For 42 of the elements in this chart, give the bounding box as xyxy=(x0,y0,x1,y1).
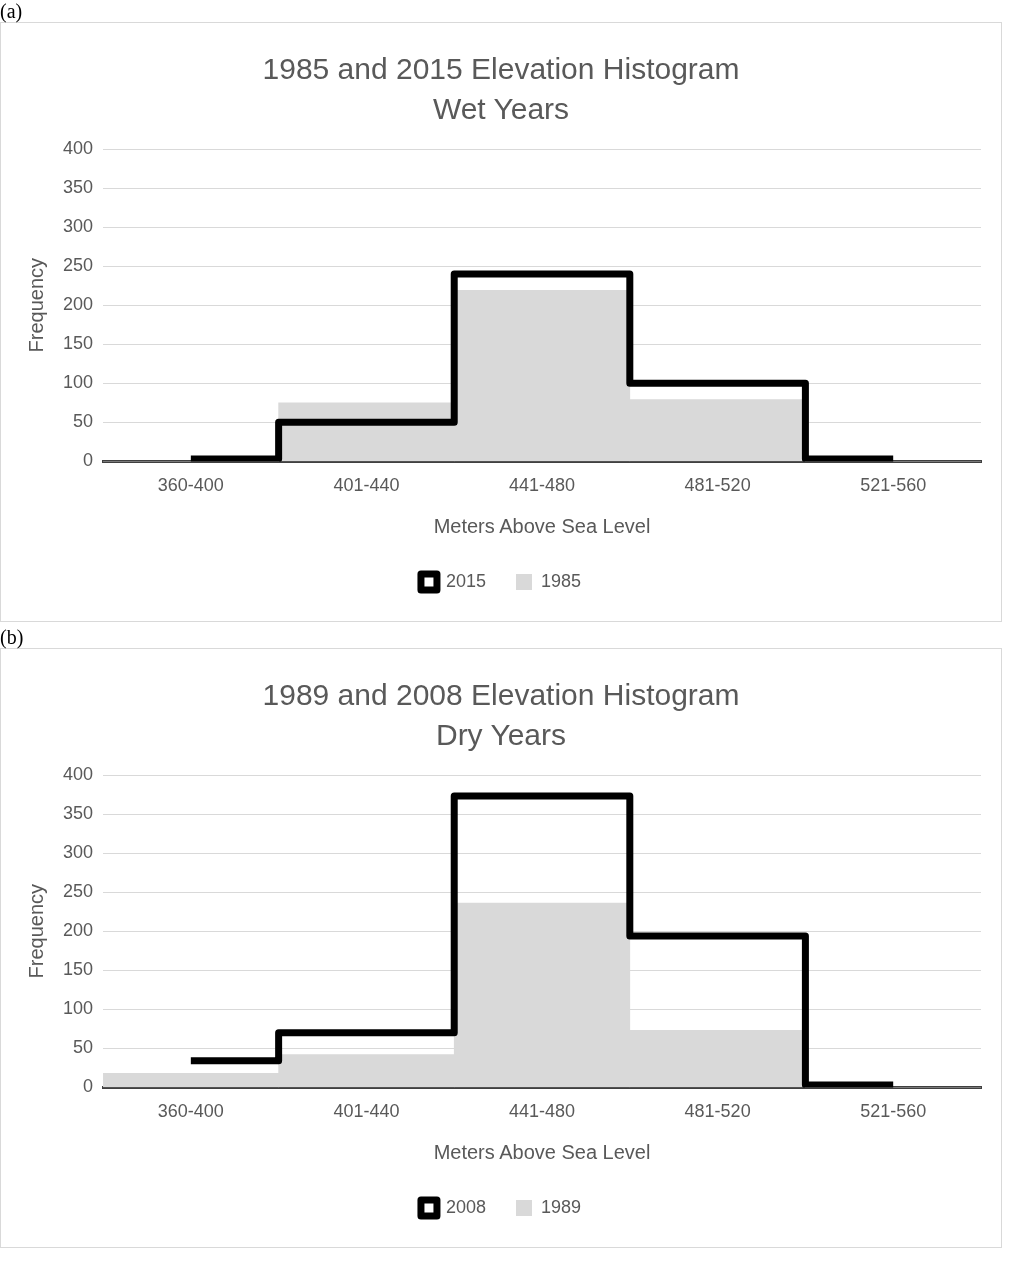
y-axis-title: Frequency xyxy=(24,257,47,353)
text: (a) xyxy=(0,0,24,22)
y-tick-label: 350 xyxy=(62,803,94,824)
y-tick-label: 150 xyxy=(62,333,94,354)
chart-title: 1985 and 2015 Elevation Histogram xyxy=(262,52,740,86)
x-tick-label: 441-480 xyxy=(508,475,576,496)
chart-subtitle: Wet Years xyxy=(432,92,570,126)
legend-label: 1985 xyxy=(541,570,582,591)
y-axis-title: Frequency xyxy=(24,883,47,979)
legend-label: 2015 xyxy=(445,570,486,591)
y-tick-label: 200 xyxy=(62,920,94,941)
y-tick-label: 200 xyxy=(62,294,94,315)
y-tick-label: 300 xyxy=(62,842,94,863)
y-tick-label: 300 xyxy=(62,216,94,237)
y-tick-label: 100 xyxy=(62,372,94,393)
y-tick-label: 350 xyxy=(62,177,94,198)
x-tick-label: 401-440 xyxy=(333,1101,400,1122)
x-tick-label: 481-520 xyxy=(684,475,751,496)
chart-title: 1989 and 2008 Elevation Histogram xyxy=(262,678,740,712)
y-tick-label: 0 xyxy=(83,450,94,471)
y-tick-label: 250 xyxy=(62,255,94,276)
legend-label: 2008 xyxy=(445,1196,486,1217)
legend-label: 1989 xyxy=(541,1196,582,1217)
x-axis-title: Meters Above Sea Level xyxy=(433,514,651,537)
y-tick-label: 0 xyxy=(83,1076,94,1097)
y-tick-label: 100 xyxy=(62,998,94,1019)
y-tick-label: 50 xyxy=(73,1037,94,1058)
y-tick-label: 250 xyxy=(62,881,94,902)
chart-subtitle: Dry Years xyxy=(435,718,567,752)
y-tick-label: 50 xyxy=(73,411,94,432)
x-axis-title: Meters Above Sea Level xyxy=(433,1140,651,1163)
x-tick-label: 360-400 xyxy=(157,1101,224,1122)
x-tick-label: 441-480 xyxy=(508,1101,576,1122)
x-tick-label: 521-560 xyxy=(860,1101,927,1122)
x-tick-label: 360-400 xyxy=(157,475,224,496)
y-tick-label: 400 xyxy=(62,137,94,158)
x-tick-label: 401-440 xyxy=(333,475,400,496)
x-tick-label: 481-520 xyxy=(684,1101,751,1122)
x-tick-label: 521-560 xyxy=(860,475,927,496)
y-tick-label: 150 xyxy=(62,959,94,980)
text: (b) xyxy=(0,626,25,648)
y-tick-label: 400 xyxy=(62,763,94,784)
